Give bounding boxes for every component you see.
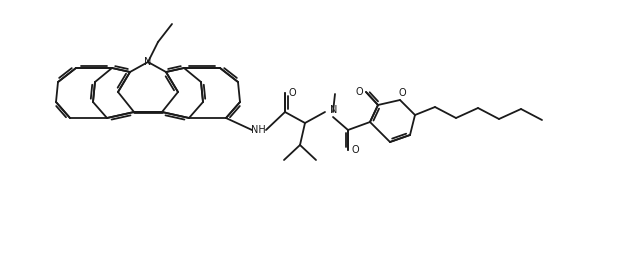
Text: N: N — [330, 105, 337, 115]
Text: O: O — [398, 88, 406, 98]
Text: O: O — [351, 145, 359, 155]
Text: NH: NH — [251, 125, 265, 135]
Text: O: O — [355, 87, 363, 97]
Text: N: N — [144, 57, 152, 67]
Text: O: O — [288, 88, 296, 98]
